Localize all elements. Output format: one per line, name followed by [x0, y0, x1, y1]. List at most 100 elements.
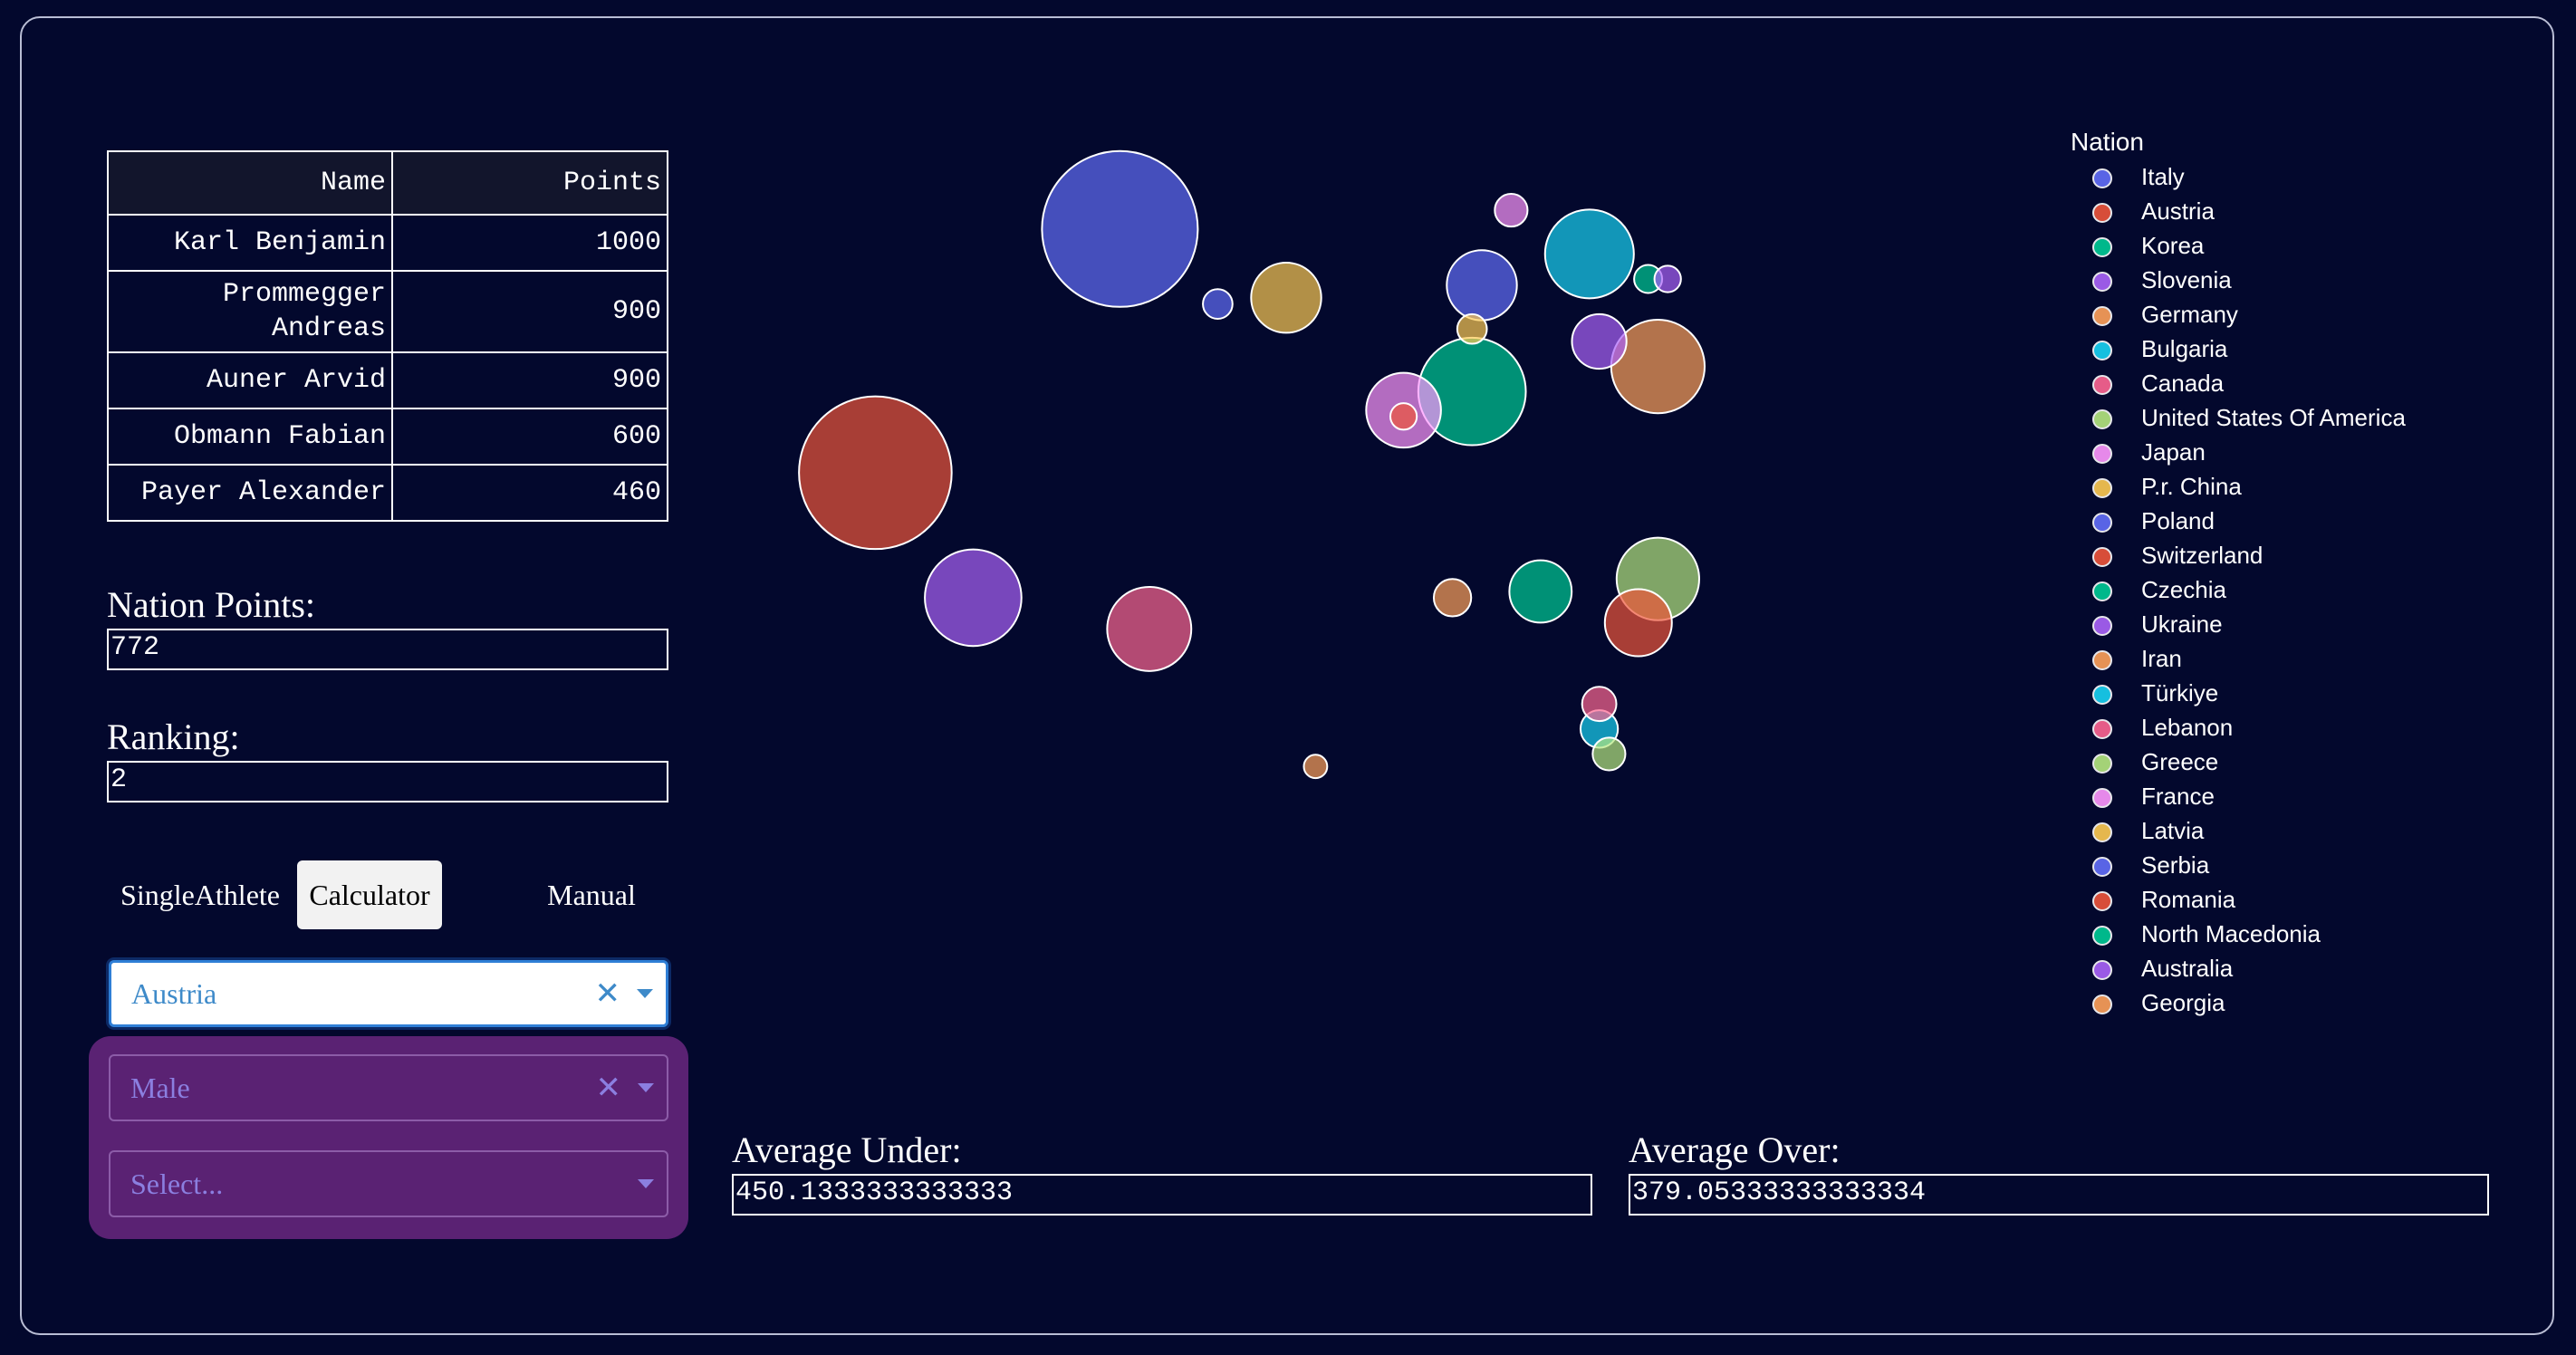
legend-label: Serbia — [2141, 851, 2210, 879]
column-header-points[interactable]: Points — [391, 150, 668, 216]
legend-label: Japan — [2141, 438, 2206, 466]
bubble-switzerland[interactable] — [1603, 588, 1673, 658]
legend-label: Lebanon — [2141, 714, 2234, 741]
column-header-name[interactable]: Name — [107, 150, 393, 216]
table-row: Payer Alexander 460 — [107, 464, 668, 522]
table-row: Karl Benjamin 1000 — [107, 214, 668, 272]
legend-item[interactable]: Australia — [2071, 951, 2433, 985]
bubble-canada[interactable] — [1106, 585, 1193, 672]
legend-label: Ukraine — [2141, 610, 2223, 638]
legend-label: Romania — [2141, 886, 2236, 913]
bubble-serbia[interactable] — [1202, 288, 1234, 320]
bubble-p-r-china[interactable] — [1250, 262, 1322, 334]
legend-item[interactable]: Korea — [2071, 228, 2433, 263]
table-cell-name: Prommegger Andreas — [107, 270, 393, 353]
legend-item[interactable]: Greece — [2071, 745, 2433, 779]
legend-item[interactable]: Austria — [2071, 194, 2433, 228]
legend-marker-icon — [2092, 650, 2112, 670]
average-under-label: Average Under: — [732, 1129, 962, 1170]
legend-item[interactable]: Canada — [2071, 366, 2433, 400]
legend-marker-icon — [2092, 685, 2112, 705]
legend-label: Switzerland — [2141, 542, 2264, 569]
bubble-greece[interactable] — [1591, 736, 1627, 772]
table-cell-points: 900 — [391, 351, 668, 409]
bubble-czechia[interactable] — [1508, 559, 1573, 624]
legend-item[interactable]: North Macedonia — [2071, 917, 2433, 951]
legend-label: France — [2141, 783, 2215, 810]
legend-item[interactable]: Czechia — [2071, 572, 2433, 607]
legend-marker-icon — [2092, 616, 2112, 636]
legend-marker-icon — [2092, 203, 2112, 223]
legend-marker-icon — [2092, 891, 2112, 911]
legend-marker-icon — [2092, 788, 2112, 808]
legend-item[interactable]: Poland — [2071, 504, 2433, 538]
category-dropdown[interactable]: Select... — [109, 1150, 668, 1217]
clear-x-icon[interactable]: ✕ — [594, 975, 621, 1012]
bubble-iran[interactable] — [1432, 578, 1473, 618]
legend-label: Czechia — [2141, 576, 2226, 603]
tab-manual[interactable]: Manual — [547, 879, 636, 911]
legend-item[interactable]: Iran — [2071, 641, 2433, 676]
bubble-ukraine[interactable] — [1571, 312, 1628, 370]
bubble-lebanon[interactable] — [1581, 686, 1618, 723]
gender-dropdown[interactable]: Male ✕ — [109, 1054, 668, 1121]
legend-item[interactable]: Ukraine — [2071, 607, 2433, 641]
legend-item[interactable]: Japan — [2071, 435, 2433, 469]
table-cell-name: Obmann Fabian — [107, 408, 393, 466]
ranking-field: 2 — [107, 761, 668, 802]
legend-item[interactable]: Switzerland — [2071, 538, 2433, 572]
bubble-bulgaria[interactable] — [1543, 208, 1635, 300]
legend-item[interactable]: Serbia — [2071, 848, 2433, 882]
tab-single-athlete[interactable]: SingleAthlete — [120, 879, 280, 911]
chevron-down-icon[interactable] — [638, 1083, 654, 1092]
legend-item[interactable]: Germany — [2071, 297, 2433, 332]
nation-points-label: Nation Points: — [107, 584, 316, 625]
legend-item[interactable]: Türkiye — [2071, 676, 2433, 710]
bubble-france[interactable] — [1494, 193, 1529, 228]
nation-dropdown-value: Austria — [131, 976, 217, 1010]
legend-marker-icon — [2092, 341, 2112, 360]
bubble-chart[interactable] — [725, 118, 2011, 978]
legend-marker-icon — [2092, 857, 2112, 877]
bubble-poland[interactable] — [1446, 249, 1518, 322]
legend-label: North Macedonia — [2141, 920, 2321, 947]
chevron-down-icon[interactable] — [638, 1179, 654, 1188]
bubble-australia[interactable] — [1653, 264, 1682, 293]
legend-marker-icon — [2092, 513, 2112, 533]
legend-marker-icon — [2092, 547, 2112, 567]
table-cell-name: Payer Alexander — [107, 464, 393, 522]
legend-label: P.r. China — [2141, 473, 2242, 500]
legend-marker-icon — [2092, 306, 2112, 326]
legend-item[interactable]: Latvia — [2071, 813, 2433, 848]
legend-label: Italy — [2141, 163, 2185, 190]
bubble-georgia[interactable] — [1302, 754, 1329, 780]
bubble-latvia[interactable] — [1456, 312, 1488, 345]
tab-calculator[interactable]: Calculator — [297, 860, 442, 929]
legend-label: Bulgaria — [2141, 335, 2228, 362]
legend-item[interactable]: Italy — [2071, 159, 2433, 194]
legend-item[interactable]: Georgia — [2071, 985, 2433, 1020]
legend-item[interactable]: United States Of America — [2071, 400, 2433, 435]
clear-x-icon[interactable]: ✕ — [595, 1070, 622, 1106]
table-cell-points: 1000 — [391, 214, 668, 272]
bubble-italy[interactable] — [1041, 149, 1199, 308]
table-row: Auner Arvid 900 — [107, 351, 668, 409]
average-over-label: Average Over: — [1629, 1129, 1841, 1170]
table-row: Obmann Fabian 600 — [107, 408, 668, 466]
legend-item[interactable]: Lebanon — [2071, 710, 2433, 745]
legend-marker-icon — [2092, 995, 2112, 1014]
nation-dropdown[interactable]: Austria ✕ — [109, 960, 668, 1027]
bubble-slovenia[interactable] — [924, 548, 1023, 648]
legend-label: Slovenia — [2141, 266, 2232, 293]
legend-item[interactable]: Bulgaria — [2071, 332, 2433, 366]
legend-item[interactable]: Romania — [2071, 882, 2433, 917]
legend-item[interactable]: P.r. China — [2071, 469, 2433, 504]
legend-item[interactable]: France — [2071, 779, 2433, 813]
category-dropdown-placeholder: Select... — [130, 1167, 224, 1200]
legend-item[interactable]: Slovenia — [2071, 263, 2433, 297]
bubble-austria[interactable] — [798, 395, 953, 551]
legend-label: Austria — [2141, 197, 2215, 225]
legend-label: Australia — [2141, 955, 2234, 982]
bubble-romania[interactable] — [1389, 402, 1418, 431]
chevron-down-icon[interactable] — [637, 989, 653, 998]
